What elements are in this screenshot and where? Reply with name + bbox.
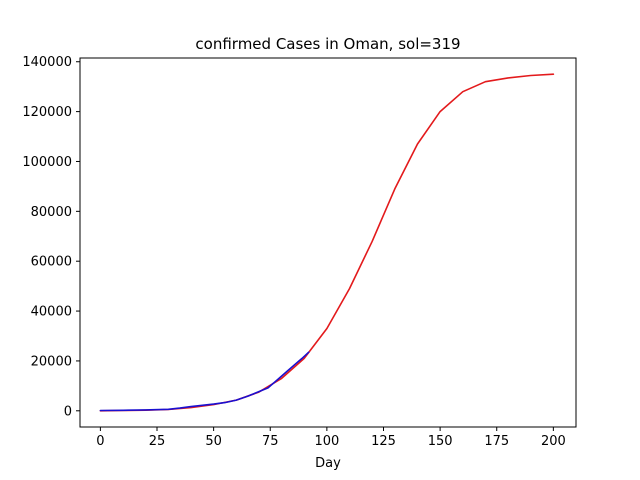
x-tick-label: 50 — [205, 434, 222, 449]
x-tick-label: 25 — [149, 434, 166, 449]
x-tick-label: 175 — [484, 434, 509, 449]
y-tick-label: 60000 — [31, 255, 72, 270]
x-axis: 0 25 50 75 100 125 150 175 200 — [96, 427, 566, 449]
series-line-observed — [99, 351, 310, 412]
y-tick-label: 0 — [64, 404, 72, 419]
x-tick-label: 75 — [262, 434, 279, 449]
x-axis-label: Day — [315, 456, 341, 471]
x-tick-label: 125 — [371, 434, 396, 449]
y-tick-label: 120000 — [22, 105, 72, 120]
y-tick-label: 20000 — [31, 354, 72, 369]
x-tick-label: 0 — [96, 434, 104, 449]
y-tick-label: 100000 — [22, 155, 72, 170]
series-layer — [99, 73, 555, 412]
y-axis: 0 20000 40000 60000 80000 100000 120000 140000 — [22, 55, 80, 419]
x-tick-label: 100 — [314, 434, 339, 449]
chart-title: confirmed Cases in Oman, sol=319 — [195, 35, 460, 53]
y-tick-label: 40000 — [31, 305, 72, 320]
plot-frame — [79, 57, 577, 428]
y-tick-label: 80000 — [31, 205, 72, 220]
x-tick-label: 200 — [541, 434, 566, 449]
x-tick-label: 150 — [428, 434, 453, 449]
y-tick-label: 140000 — [22, 55, 72, 70]
plot-area — [79, 57, 577, 428]
